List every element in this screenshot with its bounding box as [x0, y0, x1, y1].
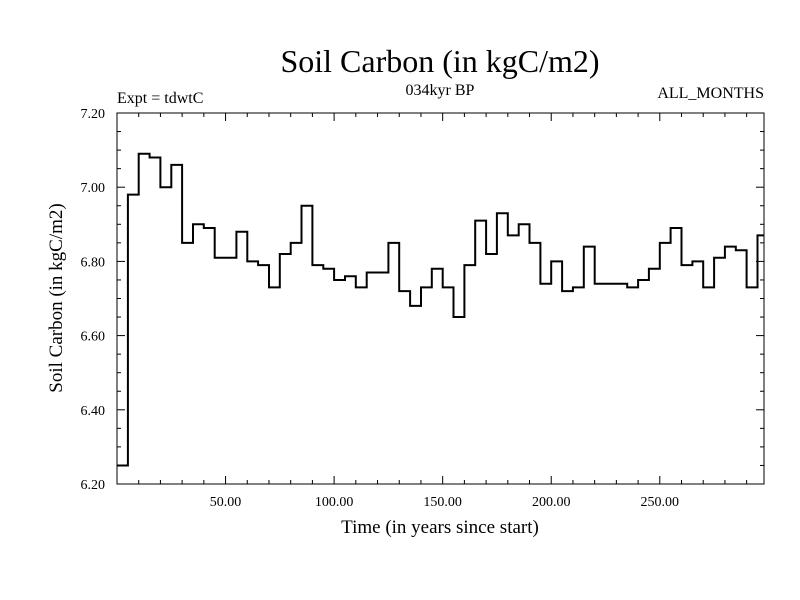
y-tick-label: 6.80 [81, 255, 106, 270]
y-axis-tick-labels: 6.20 6.40 6.60 6.80 7.00 7.20 [81, 107, 106, 493]
chart-title: Soil Carbon (in kgC/m2) [280, 43, 599, 79]
series-line-soil-carbon [117, 152, 764, 467]
y-tick-label: 6.60 [81, 330, 106, 345]
x-axis-label: Time (in years since start) [341, 517, 539, 538]
x-tick-label: 250.00 [641, 495, 680, 510]
experiment-label: Expt = tdwtC [117, 90, 203, 107]
y-axis-label: Soil Carbon (in kgC/m2) [46, 203, 67, 392]
series-points [122, 154, 760, 466]
y-tick-label: 7.00 [81, 181, 106, 196]
y-tick-label: 6.40 [81, 404, 106, 419]
x-tick-label: 100.00 [315, 495, 354, 510]
x-axis-ticks [138, 113, 748, 484]
y-tick-label: 7.20 [81, 107, 106, 122]
period-label: ALL_MONTHS [657, 85, 764, 102]
x-axis-tick-labels: 50.00 100.00 150.00 200.00 250.00 [210, 495, 679, 510]
plot-frame [116, 112, 765, 485]
x-tick-label: 150.00 [423, 495, 462, 510]
x-tick-label: 200.00 [532, 495, 571, 510]
x-tick-label: 50.00 [210, 495, 242, 510]
y-tick-label: 6.20 [81, 478, 106, 493]
chart-subtitle: 034kyr BP [406, 82, 475, 99]
y-axis-ticks [117, 112, 764, 485]
